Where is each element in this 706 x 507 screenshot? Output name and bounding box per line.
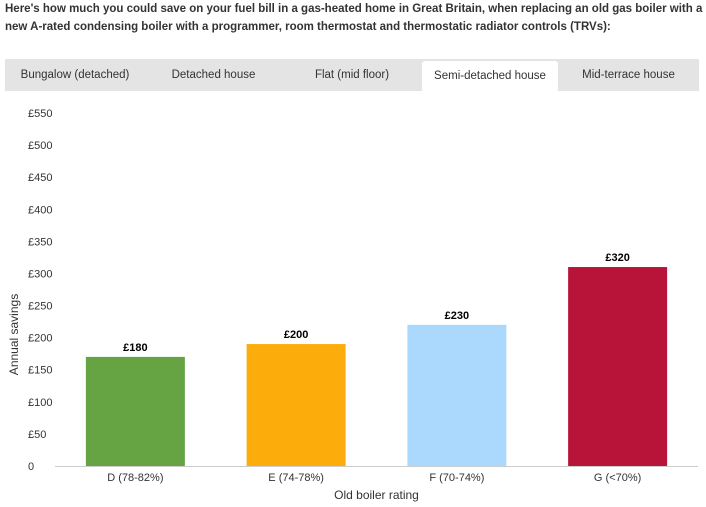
tab-label: Flat (mid floor) xyxy=(314,69,390,81)
x-tick-label: F (70-74%) xyxy=(429,472,484,484)
x-tick-label: D (78-82%) xyxy=(107,472,163,484)
y-tick-label: £200 xyxy=(28,333,52,345)
y-axis-title: Annual savings xyxy=(7,294,21,375)
y-tick-label: £250 xyxy=(28,301,52,313)
y-tick-label: £150 xyxy=(28,365,52,377)
data-label: £320 xyxy=(605,252,629,264)
y-tick-label: £400 xyxy=(28,204,52,216)
house-type-tabs: Bungalow (detached) Detached house Flat … xyxy=(5,59,699,91)
intro-text: Here's how much you could save on your f… xyxy=(5,3,703,33)
tab-flat-mid-floor[interactable]: Flat (mid floor) xyxy=(282,59,422,91)
bar xyxy=(568,267,668,466)
y-tick-label: £550 xyxy=(28,108,52,120)
tab-bungalow-detached[interactable]: Bungalow (detached) xyxy=(5,59,145,91)
tab-label: Semi-detached house xyxy=(434,70,546,82)
data-label: £200 xyxy=(284,329,308,341)
tab-label: Bungalow (detached) xyxy=(20,69,130,81)
bar xyxy=(246,344,346,466)
y-tick-label: £300 xyxy=(28,268,52,280)
tab-semi-detached-house[interactable]: Semi-detached house xyxy=(422,61,558,91)
chart-area: 0 £50 £100 £150 £200 £250 £300 £350 £400 £450 £500… xyxy=(0,95,706,502)
x-tick-label: E (74-78%) xyxy=(268,472,324,484)
y-tick-label: £500 xyxy=(28,140,52,152)
tab-mid-terrace-house[interactable]: Mid-terrace house xyxy=(558,59,699,91)
x-tick-label: G (<70%) xyxy=(594,472,641,484)
y-tick-label: £350 xyxy=(28,236,52,248)
y-tick-label: £100 xyxy=(28,397,52,409)
tab-detached-house[interactable]: Detached house xyxy=(145,59,282,91)
y-tick-label: £450 xyxy=(28,172,52,184)
x-axis-title: Old boiler rating xyxy=(334,488,419,502)
bar xyxy=(407,324,507,466)
tab-label: Detached house xyxy=(171,69,256,81)
bar xyxy=(85,356,185,466)
data-label: £230 xyxy=(445,310,469,322)
savings-bar-chart: 0 £50 £100 £150 £200 £250 £300 £350 £400 £450 £500… xyxy=(7,108,698,502)
y-tick-label: £50 xyxy=(28,429,46,441)
y-tick-label: 0 xyxy=(28,461,34,473)
data-label: £180 xyxy=(123,342,147,354)
tab-label: Mid-terrace house xyxy=(582,69,675,81)
